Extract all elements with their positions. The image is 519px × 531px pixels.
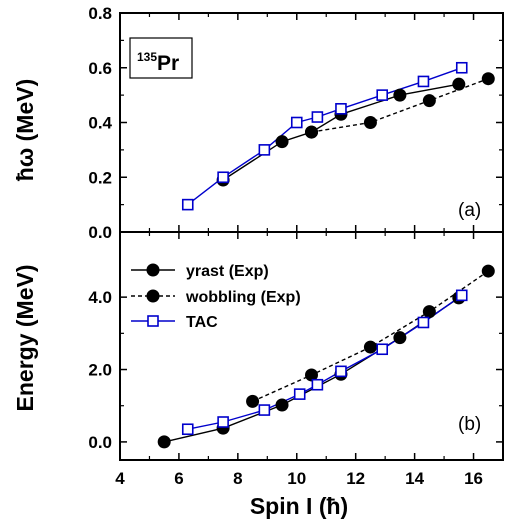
panel-a-data-layer [181, 61, 495, 211]
panel-b-frame [119, 231, 504, 461]
panel-b-tac-point [258, 404, 271, 416]
panel-a-y-tick-label: 0.0 [88, 223, 112, 242]
panel-b-yrast-point [157, 435, 171, 449]
panel-a-axes: 0.0 0.2 0.4 0.6 0.8 [88, 4, 503, 242]
panel-a-wobbling-point [422, 94, 436, 108]
panel-b-y-tick-label: 4.0 [88, 288, 112, 307]
panel-b-tac-point [181, 423, 194, 436]
panel-b-y-axis-title: Energy (MeV) [12, 265, 38, 412]
svg-text:135Pr: 135Pr [137, 50, 179, 75]
panel-a-y-tick-label: 0.8 [88, 4, 112, 23]
x-tick-label: 6 [174, 469, 183, 488]
panel-a-tac-point [258, 144, 271, 156]
panel-b-tac-point [335, 365, 347, 378]
x-tick-label: 14 [405, 469, 424, 488]
panel-b-yrast-point [275, 398, 289, 412]
panel-b-wobbling-point [422, 305, 436, 319]
panel-b-data-layer [157, 264, 495, 449]
panel-a-tac-point [455, 61, 468, 74]
panel-a-y-tick-label: 0.4 [88, 114, 112, 133]
panel-b-wobbling-point [246, 394, 260, 408]
panel-a-tac-point [335, 103, 347, 115]
panel-a-tac-point [290, 116, 303, 129]
panel-b-tac-point [293, 388, 306, 400]
panel-a-wobbling-line [311, 78, 489, 133]
panel-a-yrast-line [222, 83, 459, 181]
panel-a-tac-point [417, 75, 430, 88]
panel-b-axes: 4 6 8 10 12 14 16 0.0 2.0 4.0 [88, 232, 503, 488]
panel-a-wobbling-point [481, 72, 495, 86]
panel-a-tac-point [311, 111, 324, 123]
legend: yrast (Exp) wobbling (Exp) TAC [131, 263, 301, 331]
panel-a-tac-point [181, 198, 194, 211]
panel-a-yrast-point [452, 77, 466, 91]
legend-yrast-label: yrast (Exp) [186, 263, 269, 280]
x-tick-label: 4 [115, 469, 125, 488]
panel-b-tac-point [455, 289, 468, 302]
panel-b-tac-point [311, 378, 324, 391]
panel-a-label: (a) [458, 200, 481, 221]
nucleus-symbol: Pr [157, 52, 179, 75]
panel-b-wobbling-point [363, 340, 377, 354]
panel-b-label: (b) [458, 414, 481, 435]
legend-wobbling-label: wobbling (Exp) [185, 289, 301, 306]
panel-a-y-axis-title: ħω (MeV) [12, 79, 38, 181]
panel-b-tac-line [187, 294, 463, 430]
x-axis-title: Spin I (ħ) [250, 493, 348, 519]
legend-yrast-marker [146, 263, 160, 277]
panel-b-y-tick-label: 0.0 [88, 433, 112, 452]
legend-tac-marker [147, 315, 159, 327]
panel-a-wobbling-point [305, 125, 318, 139]
panel-a-yrast-point [275, 135, 289, 149]
panel-a-y-tick-label: 0.2 [88, 168, 112, 187]
panel-a-wobbling-point [363, 116, 377, 129]
panel-b-y-tick-label: 2.0 [88, 361, 112, 380]
panel-b-tac-point [217, 416, 229, 428]
x-tick-label: 12 [346, 469, 365, 488]
panel-b-tac-point [417, 316, 430, 329]
panel-a-tac-point [376, 89, 389, 101]
panel-a-tac-point [217, 171, 229, 184]
x-tick-label: 10 [287, 469, 306, 488]
legend-tac-label: TAC [186, 314, 218, 331]
panel-b-tac-point [376, 343, 389, 356]
x-tick-label: 8 [233, 469, 242, 488]
x-tick-label: 16 [464, 469, 483, 488]
nucleus-mass: 135 [137, 50, 157, 64]
panel-a-tac-line [187, 67, 463, 206]
panel-b-wobbling-point [481, 264, 495, 278]
panel-a-yrast-point [393, 88, 407, 102]
panel-b-wobbling-point [305, 368, 318, 382]
panel-b-yrast-point [393, 331, 407, 345]
nucleus-label: 135Pr [129, 37, 193, 79]
legend-wobbling-marker [146, 289, 160, 303]
panel-a-y-tick-label: 0.6 [88, 59, 112, 78]
